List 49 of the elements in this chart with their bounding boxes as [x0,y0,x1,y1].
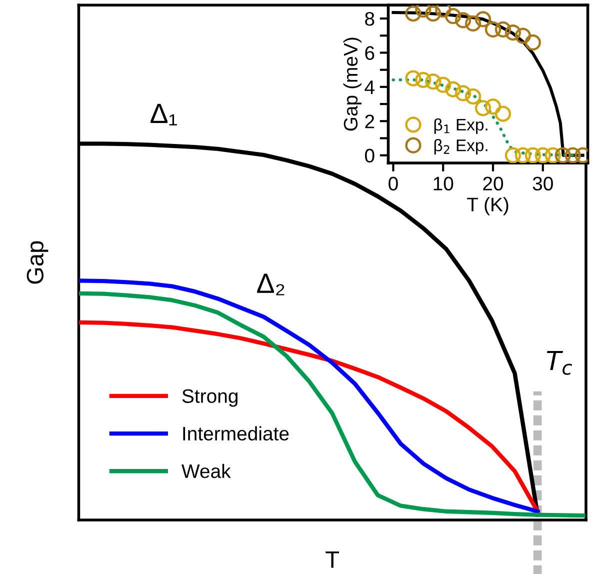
point [484,21,502,38]
point [425,74,442,90]
point [425,5,442,22]
point [544,147,561,164]
y-tick-label: 6 [365,46,374,60]
point [514,147,531,164]
annotation: T$_{c}$ [546,350,572,375]
x-tick-label: 10 [434,176,454,190]
point [445,8,462,24]
point [435,76,452,93]
point [464,88,482,105]
point [484,98,502,115]
point [474,100,492,116]
point [455,12,472,28]
y-tick-label: 8 [365,12,374,26]
legend-label: β$_{2}$ Exp. [434,139,488,155]
x-axis-title: T [326,551,340,568]
point [504,147,522,164]
legend-label: Strong [182,389,238,407]
point [464,15,482,32]
x-tick-label: 0 [388,176,398,190]
annotation: Δ₂ [257,274,284,296]
point [405,5,422,22]
point [534,147,551,164]
point [554,147,571,164]
legend-label: Intermediate [183,426,289,441]
y-axis-title: Gap [26,241,48,284]
x-axis-title: T (K) [467,197,508,216]
point [474,11,492,28]
y-axis-title: Gap (meV) [343,38,362,131]
point [514,28,531,44]
point [455,85,472,102]
point [405,70,422,86]
point [445,81,462,98]
x-tick-label: 20 [483,176,504,190]
legend-label: Weak [182,464,231,478]
point [564,147,581,164]
text: Δ₁ [150,104,177,126]
x-tick-label: 30 [532,176,553,190]
point [524,147,541,164]
legend-label: β$_{1}$ Exp. [434,118,488,134]
y-tick-label: 2 [365,114,374,128]
point [494,106,512,122]
point [524,34,541,51]
point [415,72,432,88]
y-tick-label: 4 [364,80,374,94]
y-tick-label: 0 [365,148,374,163]
point [504,24,522,41]
point [494,21,512,38]
